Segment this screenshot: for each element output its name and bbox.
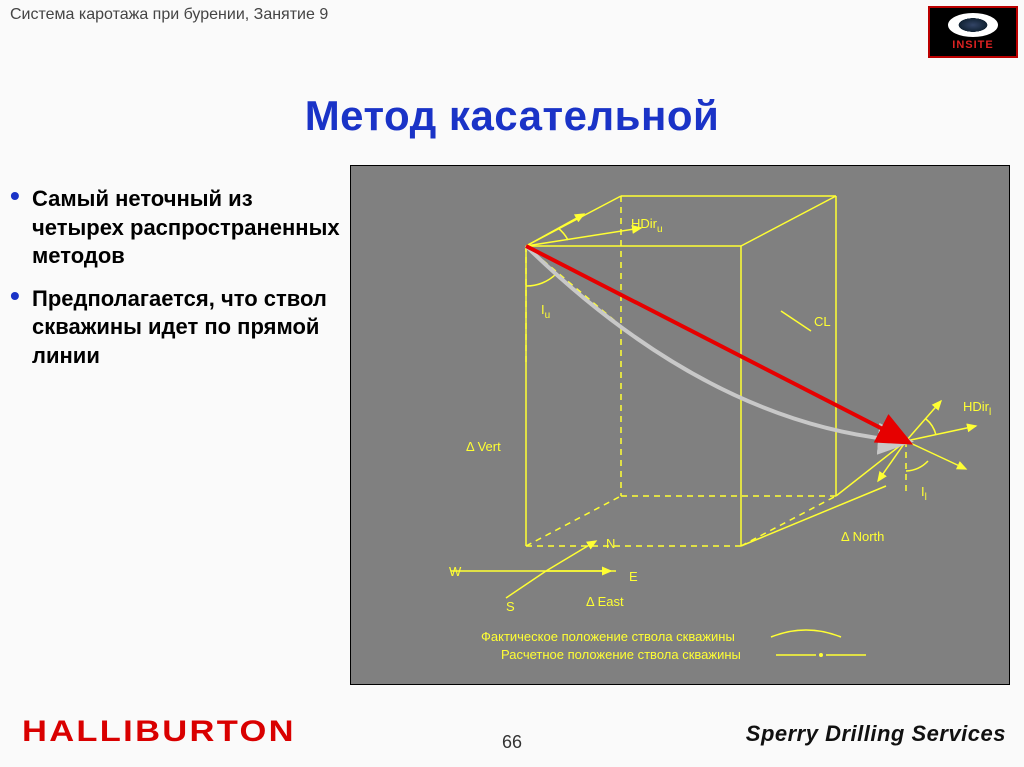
svg-text:Iu: Iu	[541, 302, 550, 321]
svg-text:CL: CL	[814, 314, 831, 329]
svg-text:E: E	[629, 569, 638, 584]
page-number: 66	[502, 732, 522, 753]
svg-text:Фактическое положение ствола с: Фактическое положение ствола скважины	[481, 629, 735, 644]
svg-text:HDiru: HDiru	[631, 216, 663, 235]
svg-text:W: W	[449, 564, 462, 579]
bullet-item: Самый неточный из четырех распространенн…	[10, 185, 340, 271]
svg-text:Δ North: Δ North	[841, 529, 884, 544]
bullet-item: Предполагается, что ствол скважины идет …	[10, 285, 340, 371]
svg-text:Δ East: Δ East	[586, 594, 624, 609]
bullet-list: Самый неточный из четырех распространенн…	[10, 185, 340, 385]
svg-text:Il: Il	[921, 484, 927, 503]
slide-header: Система каротажа при бурении, Занятие 9	[10, 6, 328, 24]
sperry-logo: Sperry Drilling Services	[746, 721, 1006, 747]
svg-text:N: N	[606, 536, 615, 551]
eye-icon	[948, 13, 998, 37]
svg-text:Δ Vert: Δ Vert	[466, 439, 501, 454]
svg-text:HDirl: HDirl	[963, 399, 991, 418]
tangent-method-diagram: HDiru Iu CL HDirl Il Δ Vert Δ North Δ East N S E W Ф…	[350, 165, 1010, 685]
svg-text:Расчетное положение ствола скв: Расчетное положение ствола скважины	[501, 647, 741, 662]
insite-logo-text: INSITE	[952, 39, 993, 51]
insite-logo: INSITE	[928, 6, 1018, 58]
halliburton-logo: HALLIBURTON	[22, 715, 296, 749]
svg-text:S: S	[506, 599, 515, 614]
slide-title: Метод касательной	[0, 92, 1024, 140]
